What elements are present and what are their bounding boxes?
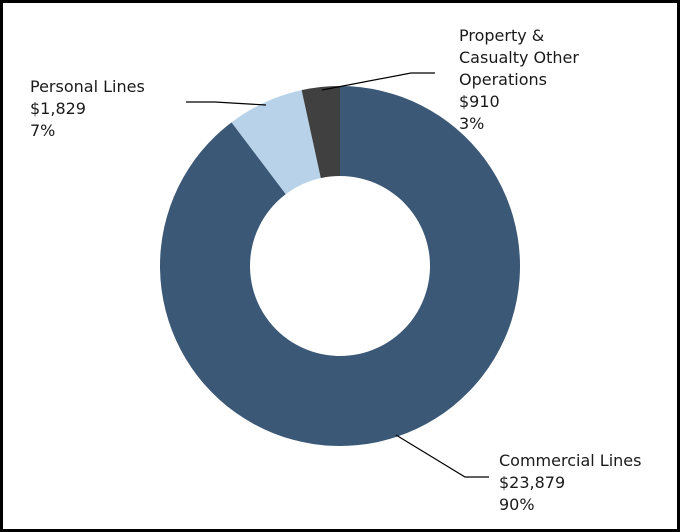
labels-layer: Commercial Lines $23,879 90% Personal Lines… [30, 26, 641, 514]
label-percent-commercial-lines: 90% [499, 495, 535, 514]
slice-property-and-casualty-other-operations [301, 86, 340, 179]
leader-line-property-and-casualty-other-operations [321, 72, 435, 91]
slice-commercial-lines [160, 86, 520, 446]
label-name-property-and-casualty-other-operations-line-2: Casualty Other [459, 48, 579, 67]
slices-layer [160, 86, 520, 446]
label-name-personal-lines: Personal Lines [30, 77, 145, 96]
label-name-property-and-casualty-other-operations-line-1: Property & [459, 26, 544, 45]
leader-line-commercial-lines [395, 434, 489, 478]
leader-line-personal-lines [186, 101, 267, 106]
label-percent-property-and-casualty-other-operations: 3% [459, 114, 484, 133]
label-group-property-and-casualty-other-operations: Property & Casualty Other Operations $910 3% [459, 26, 579, 133]
label-name-commercial-lines: Commercial Lines [499, 451, 641, 470]
label-group-personal-lines: Personal Lines $1,829 7% [30, 77, 145, 140]
leader-lines-layer [186, 72, 489, 478]
label-name-property-and-casualty-other-operations-line-3: Operations [459, 70, 547, 89]
slice-personal-lines [231, 90, 321, 195]
donut-chart: Commercial Lines $23,879 90% Personal Lines… [30, 26, 641, 514]
label-percent-personal-lines: 7% [30, 121, 55, 140]
label-value-property-and-casualty-other-operations: $910 [459, 92, 500, 111]
label-value-personal-lines: $1,829 [30, 99, 86, 118]
label-group-commercial-lines: Commercial Lines $23,879 90% [499, 451, 641, 514]
label-value-commercial-lines: $23,879 [499, 473, 565, 492]
